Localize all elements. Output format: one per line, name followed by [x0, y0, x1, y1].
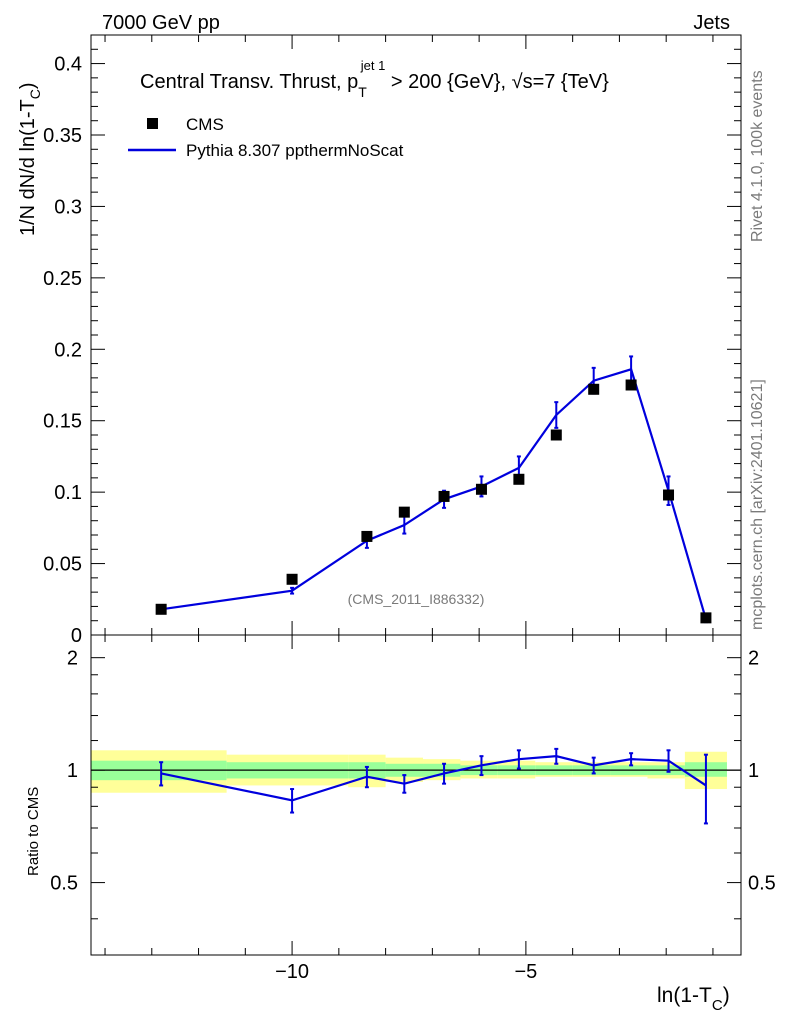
- cms-data-point: [286, 573, 298, 585]
- y-axis-label: 1/N dN/d ln(1-TC): [17, 82, 43, 236]
- ratio-tick-label-right: 2: [748, 648, 759, 670]
- cms-data-point: [663, 489, 675, 501]
- y-tick-label: 0.15: [43, 411, 82, 433]
- x-tick-label: −5: [514, 961, 537, 983]
- cms-data-point: [550, 429, 562, 441]
- header-left: 7000 GeV pp: [102, 12, 220, 34]
- rivet-info: Rivet 4.1.0, 100k events: [749, 70, 766, 242]
- cms-data-point: [475, 483, 487, 495]
- cms-data-point: [398, 506, 410, 518]
- cms-data-point: [438, 490, 450, 502]
- axis-ticks: [91, 34, 741, 955]
- y-tick-label: 0.3: [54, 196, 82, 218]
- tick-labels: −10 −5 0 0.05 0.1 0.15 0.2 0.25 0.3 0.35 0.4 0.5 0.5…: [43, 54, 776, 983]
- mc-line: [160, 367, 707, 620]
- ratio-line: [160, 755, 707, 802]
- main-series: [155, 355, 712, 624]
- ratio-series: [159, 747, 708, 825]
- legend-cms-marker: [147, 118, 158, 129]
- cms-data-point: [625, 379, 637, 391]
- legend-mc-label: Pythia 8.307 ppthermNoScat: [186, 141, 404, 160]
- cms-data-point: [588, 383, 600, 395]
- ratio-tick-label-left: 1: [67, 760, 78, 782]
- mcplots-info: mcplots.cern.ch [arXiv:2401.10621]: [749, 379, 766, 630]
- ratio-tick-label-left: 0.5: [50, 873, 78, 895]
- y-tick-label: 0.2: [54, 339, 82, 361]
- ratio-plot-frame: [90, 634, 742, 956]
- x-axis-label: ln(1-TC): [657, 984, 730, 1014]
- ratio-uncertainty-bands: [91, 750, 741, 793]
- y-tick-label: 0.35: [43, 125, 82, 147]
- y-tick-label: 0.05: [43, 554, 82, 576]
- y-tick-label: 0.1: [54, 482, 82, 504]
- plot-title: Central Transv. Thrust, pTjet 1 > 200 {G…: [140, 58, 609, 100]
- y-tick-label: 0.25: [43, 268, 82, 290]
- cms-data-point: [513, 473, 525, 485]
- ratio-tick-label-right: 0.5: [748, 873, 776, 895]
- header-right: Jets: [693, 12, 730, 34]
- y-tick-label: 0: [71, 625, 82, 647]
- ratio-tick-label-right: 1: [748, 760, 759, 782]
- y-tick-label: 0.4: [54, 54, 82, 76]
- legend-cms-label: CMS: [186, 115, 224, 134]
- ratio-y-axis-label: Ratio to CMS: [25, 787, 42, 876]
- cms-data-point: [155, 603, 167, 615]
- ratio-tick-label-left: 2: [67, 648, 78, 670]
- cms-data-point: [361, 530, 373, 542]
- x-tick-label: −10: [275, 961, 309, 983]
- analysis-watermark: (CMS_2011_I886332): [348, 591, 485, 607]
- cms-data-point: [700, 612, 712, 624]
